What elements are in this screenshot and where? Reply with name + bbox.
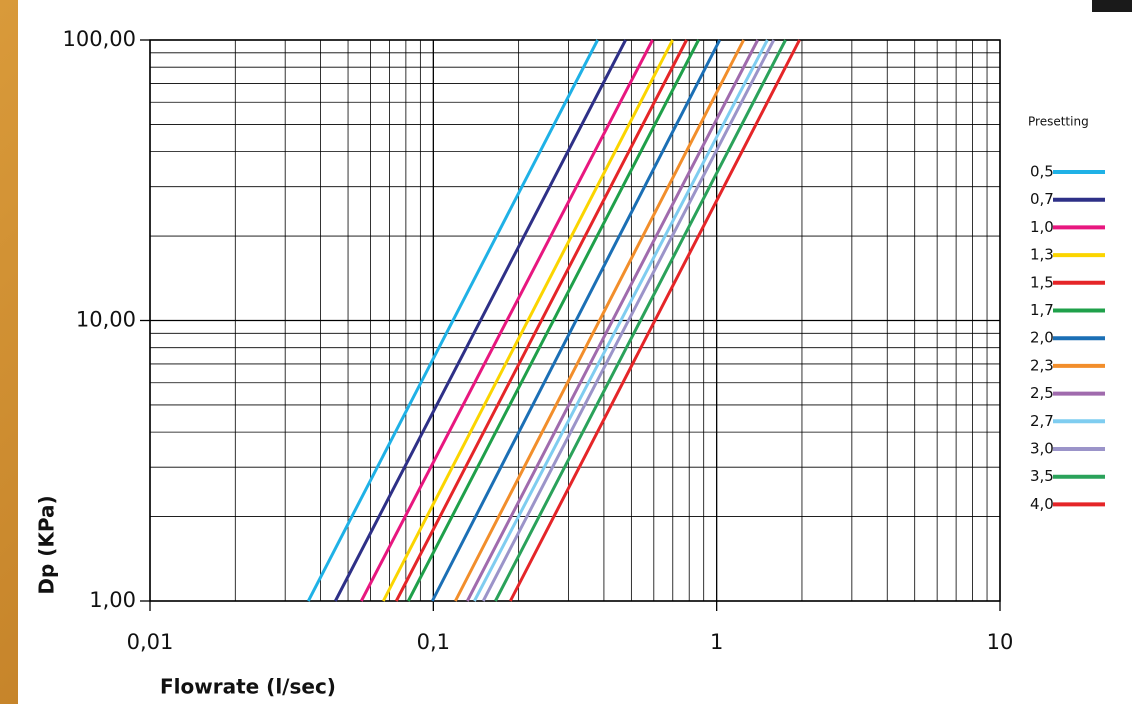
y-tick-label: 100,00 [63,27,136,51]
legend-label: 3,0 [1030,440,1054,458]
legend-label: 2,5 [1030,384,1054,402]
x-tick-label: 0,1 [417,630,450,654]
legend-label: 1,3 [1030,246,1054,264]
legend-label: 2,3 [1030,356,1054,374]
y-tick-label: 1,00 [89,588,136,612]
x-tick-label: 0,01 [127,630,174,654]
legend-label: 1,0 [1030,218,1054,236]
y-axis-label: Dp (KPa) [35,495,59,594]
legend-label: 0,5 [1030,163,1054,181]
legend-label: 1,7 [1030,301,1054,319]
legend-label: 3,5 [1030,467,1054,485]
panel [18,0,1132,704]
legend-label: 4,0 [1030,495,1054,513]
chart: Flowrate (l/sec) Dp (KPa) Presetting 0,0… [0,0,1132,704]
page: Flowrate (l/sec) Dp (KPa) Presetting 0,0… [0,0,1132,704]
x-tick-label: 10 [987,630,1014,654]
legend-label: 2,7 [1030,412,1054,430]
x-axis-label: Flowrate (l/sec) [160,675,336,699]
y-tick-label: 10,00 [76,308,136,332]
legend-label: 2,0 [1030,329,1054,347]
corner [1092,0,1132,12]
x-tick-label: 1 [710,630,723,654]
legend-title: Presetting [1028,115,1089,129]
legend-label: 1,5 [1030,273,1054,291]
legend-label: 0,7 [1030,190,1054,208]
